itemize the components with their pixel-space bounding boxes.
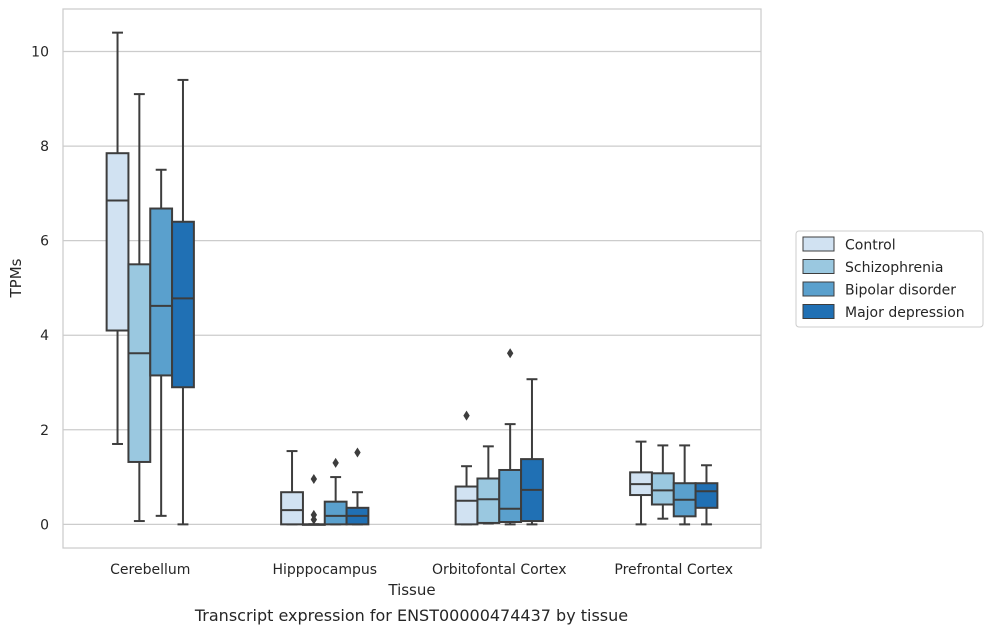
x-tick-label: Orbitofontal Cortex	[432, 562, 567, 578]
box	[323, 457, 348, 526]
outlier-point	[506, 348, 514, 359]
chart-caption: Transcript expression for ENST0000047443…	[194, 606, 629, 625]
legend-label: Control	[845, 238, 896, 254]
box-iqr	[454, 485, 479, 526]
outlier-point	[332, 457, 339, 468]
outlier-point	[310, 473, 318, 484]
x-tick-label: Cerebellum	[110, 562, 190, 578]
box	[127, 93, 152, 523]
legend-swatch	[802, 236, 835, 252]
plot-frame	[62, 8, 762, 549]
legend-swatch	[802, 304, 835, 319]
legend-frame	[795, 230, 984, 328]
box-iqr	[127, 263, 152, 463]
box	[629, 440, 653, 526]
x-tick-label: Prefrontal Cortex	[614, 562, 733, 578]
x-tick-labels: Cerebellum Hipppocampus Orbitofontal Corte…	[110, 562, 733, 578]
y-tick-labels: 0 2 4 6 8 10	[31, 45, 49, 534]
outlier-point	[310, 514, 318, 525]
legend-label: Schizophrenia	[845, 260, 943, 276]
box	[280, 450, 304, 526]
box	[301, 473, 326, 526]
box	[520, 378, 544, 526]
legend-label: Major depression	[845, 305, 965, 321]
legend-swatch	[802, 281, 835, 297]
box-iqr	[323, 500, 348, 526]
box-series	[105, 31, 719, 526]
box-iqr	[105, 152, 130, 332]
box	[149, 168, 174, 517]
x-axis-label: Tissue	[387, 581, 435, 599]
box	[476, 445, 501, 525]
box	[171, 78, 195, 526]
legend-label: Bipolar disorder	[845, 283, 956, 299]
y-tick-label: 10	[31, 45, 49, 61]
outlier-point	[354, 447, 361, 458]
legend: Control Schizophrenia Bipolar disorder Majo…	[795, 230, 984, 328]
y-tick-label: 8	[40, 139, 49, 155]
box-iqr	[694, 482, 719, 509]
y-tick-label: 0	[40, 517, 49, 533]
y-tick-label: 4	[40, 328, 49, 344]
box	[672, 444, 697, 526]
box	[345, 447, 370, 526]
x-tick-label: Hipppocampus	[272, 562, 377, 578]
box-iqr	[171, 220, 195, 389]
box-iqr	[280, 491, 304, 526]
box	[105, 31, 130, 445]
y-axis-label: TPMs	[7, 258, 25, 298]
box-iqr	[650, 472, 675, 506]
box-iqr	[149, 207, 174, 377]
box	[498, 348, 523, 526]
legend-swatch	[802, 259, 835, 274]
box	[454, 410, 479, 526]
box	[694, 464, 719, 526]
box-iqr	[498, 468, 523, 523]
y-tick-label: 2	[40, 423, 49, 439]
outlier-point	[463, 410, 470, 421]
box	[650, 444, 675, 520]
box-iqr	[476, 477, 501, 524]
y-tick-label: 6	[40, 234, 49, 250]
